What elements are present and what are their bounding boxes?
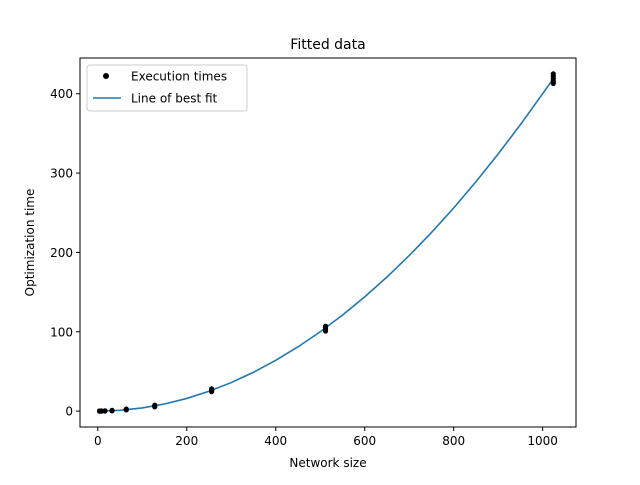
- axis-ticks: 0 200 400 600 800 1000 0 100 200 300 400: [50, 87, 558, 448]
- legend-label-execution-times: Execution times: [131, 70, 227, 84]
- data-point-20: [209, 386, 215, 392]
- y-tick-label-300: 300: [50, 167, 73, 181]
- x-tick-label-400: 400: [264, 434, 287, 448]
- x-tick-label-800: 800: [442, 434, 465, 448]
- x-axis-label: Network size: [289, 456, 366, 470]
- y-tick-label-200: 200: [50, 246, 73, 260]
- legend: Execution times Line of best fit: [86, 64, 248, 112]
- best-fit-line: [97, 78, 554, 412]
- data-point-8: [102, 408, 108, 414]
- data-point-24: [322, 323, 329, 329]
- legend-box: [86, 64, 248, 112]
- y-tick-label-400: 400: [50, 87, 73, 101]
- legend-label-line-of-best-fit: Line of best fit: [131, 92, 218, 106]
- data-point-14: [123, 406, 129, 412]
- y-axis-label: Optimization time: [23, 189, 37, 297]
- data-point-17: [152, 402, 158, 408]
- y-tick-label-0: 0: [65, 405, 73, 419]
- axes-frame: [79, 57, 577, 428]
- x-tick-label-200: 200: [175, 434, 198, 448]
- x-tick-label-1000: 1000: [527, 434, 558, 448]
- data-point-11: [109, 407, 115, 414]
- x-tick-label-600: 600: [353, 434, 376, 448]
- data-point-29: [550, 71, 556, 77]
- legend-marker-execution-times: [103, 73, 109, 79]
- y-tick-label-100: 100: [50, 325, 73, 339]
- x-tick-label-0: 0: [94, 434, 102, 448]
- chart-title: Fitted data: [290, 37, 365, 53]
- plot-area: [96, 71, 556, 414]
